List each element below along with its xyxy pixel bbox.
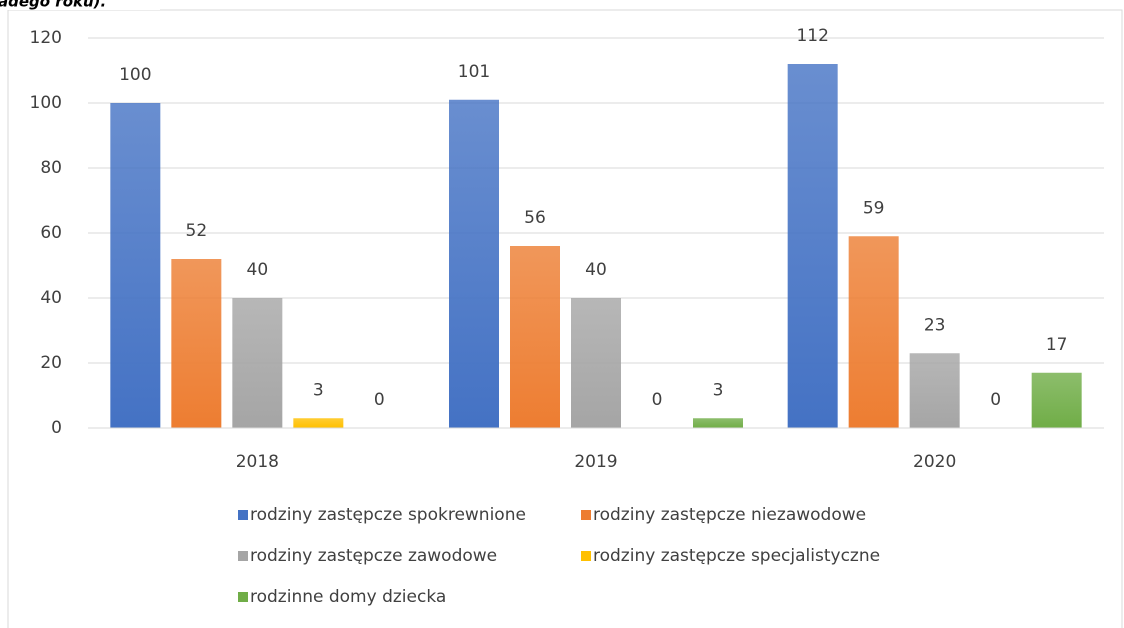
bar bbox=[232, 298, 283, 428]
x-tick-label: 2020 bbox=[913, 452, 956, 472]
x-tick-label: 2018 bbox=[236, 452, 279, 472]
legend-label: rodziny zastępcze spokrewnione bbox=[250, 505, 526, 525]
bar bbox=[1031, 372, 1082, 428]
data-label: 0 bbox=[990, 390, 1001, 410]
chart-frame bbox=[7, 9, 1123, 628]
data-label: 0 bbox=[652, 390, 663, 410]
legend-swatch bbox=[238, 510, 248, 520]
legend-label: rodziny zastępcze zawodowe bbox=[250, 546, 497, 566]
legend-swatch bbox=[238, 551, 248, 561]
bar bbox=[909, 353, 960, 428]
legend-swatch bbox=[581, 551, 591, 561]
data-label: 52 bbox=[186, 221, 208, 241]
data-label: 59 bbox=[863, 198, 885, 218]
caption: adego roku). bbox=[0, 0, 106, 11]
data-label: 0 bbox=[374, 390, 385, 410]
bar bbox=[449, 99, 499, 428]
data-label: 40 bbox=[585, 260, 607, 280]
data-label: 3 bbox=[313, 380, 324, 400]
y-tick-label: 20 bbox=[40, 353, 62, 373]
data-label: 40 bbox=[247, 260, 269, 280]
legend-swatch bbox=[581, 510, 591, 520]
bar bbox=[510, 246, 560, 428]
bar bbox=[693, 418, 743, 428]
data-label: 23 bbox=[924, 315, 946, 335]
bar bbox=[293, 418, 344, 428]
legend-label: rodziny zastępcze niezawodowe bbox=[593, 505, 866, 525]
caption-bg bbox=[0, 0, 160, 10]
data-label: 112 bbox=[796, 26, 828, 46]
bar bbox=[787, 64, 838, 428]
legend-label: rodziny zastępcze specjalistyczne bbox=[593, 546, 880, 566]
y-tick-label: 40 bbox=[40, 288, 62, 308]
legend-swatch bbox=[238, 592, 248, 602]
data-label: 100 bbox=[119, 65, 151, 85]
data-label: 56 bbox=[524, 208, 546, 228]
bar bbox=[171, 259, 222, 428]
y-tick-label: 60 bbox=[40, 223, 62, 243]
y-tick-label: 120 bbox=[30, 28, 62, 48]
data-label: 101 bbox=[458, 62, 490, 82]
data-label: 3 bbox=[713, 380, 724, 400]
data-label: 17 bbox=[1046, 335, 1068, 355]
bar bbox=[110, 103, 161, 428]
bar bbox=[571, 298, 621, 428]
legend-label: rodzinne domy dziecka bbox=[250, 587, 446, 607]
x-tick-label: 2019 bbox=[574, 452, 617, 472]
y-tick-label: 0 bbox=[51, 418, 62, 438]
y-tick-label: 80 bbox=[40, 158, 62, 178]
bar bbox=[848, 236, 899, 428]
y-tick-label: 100 bbox=[30, 93, 62, 113]
